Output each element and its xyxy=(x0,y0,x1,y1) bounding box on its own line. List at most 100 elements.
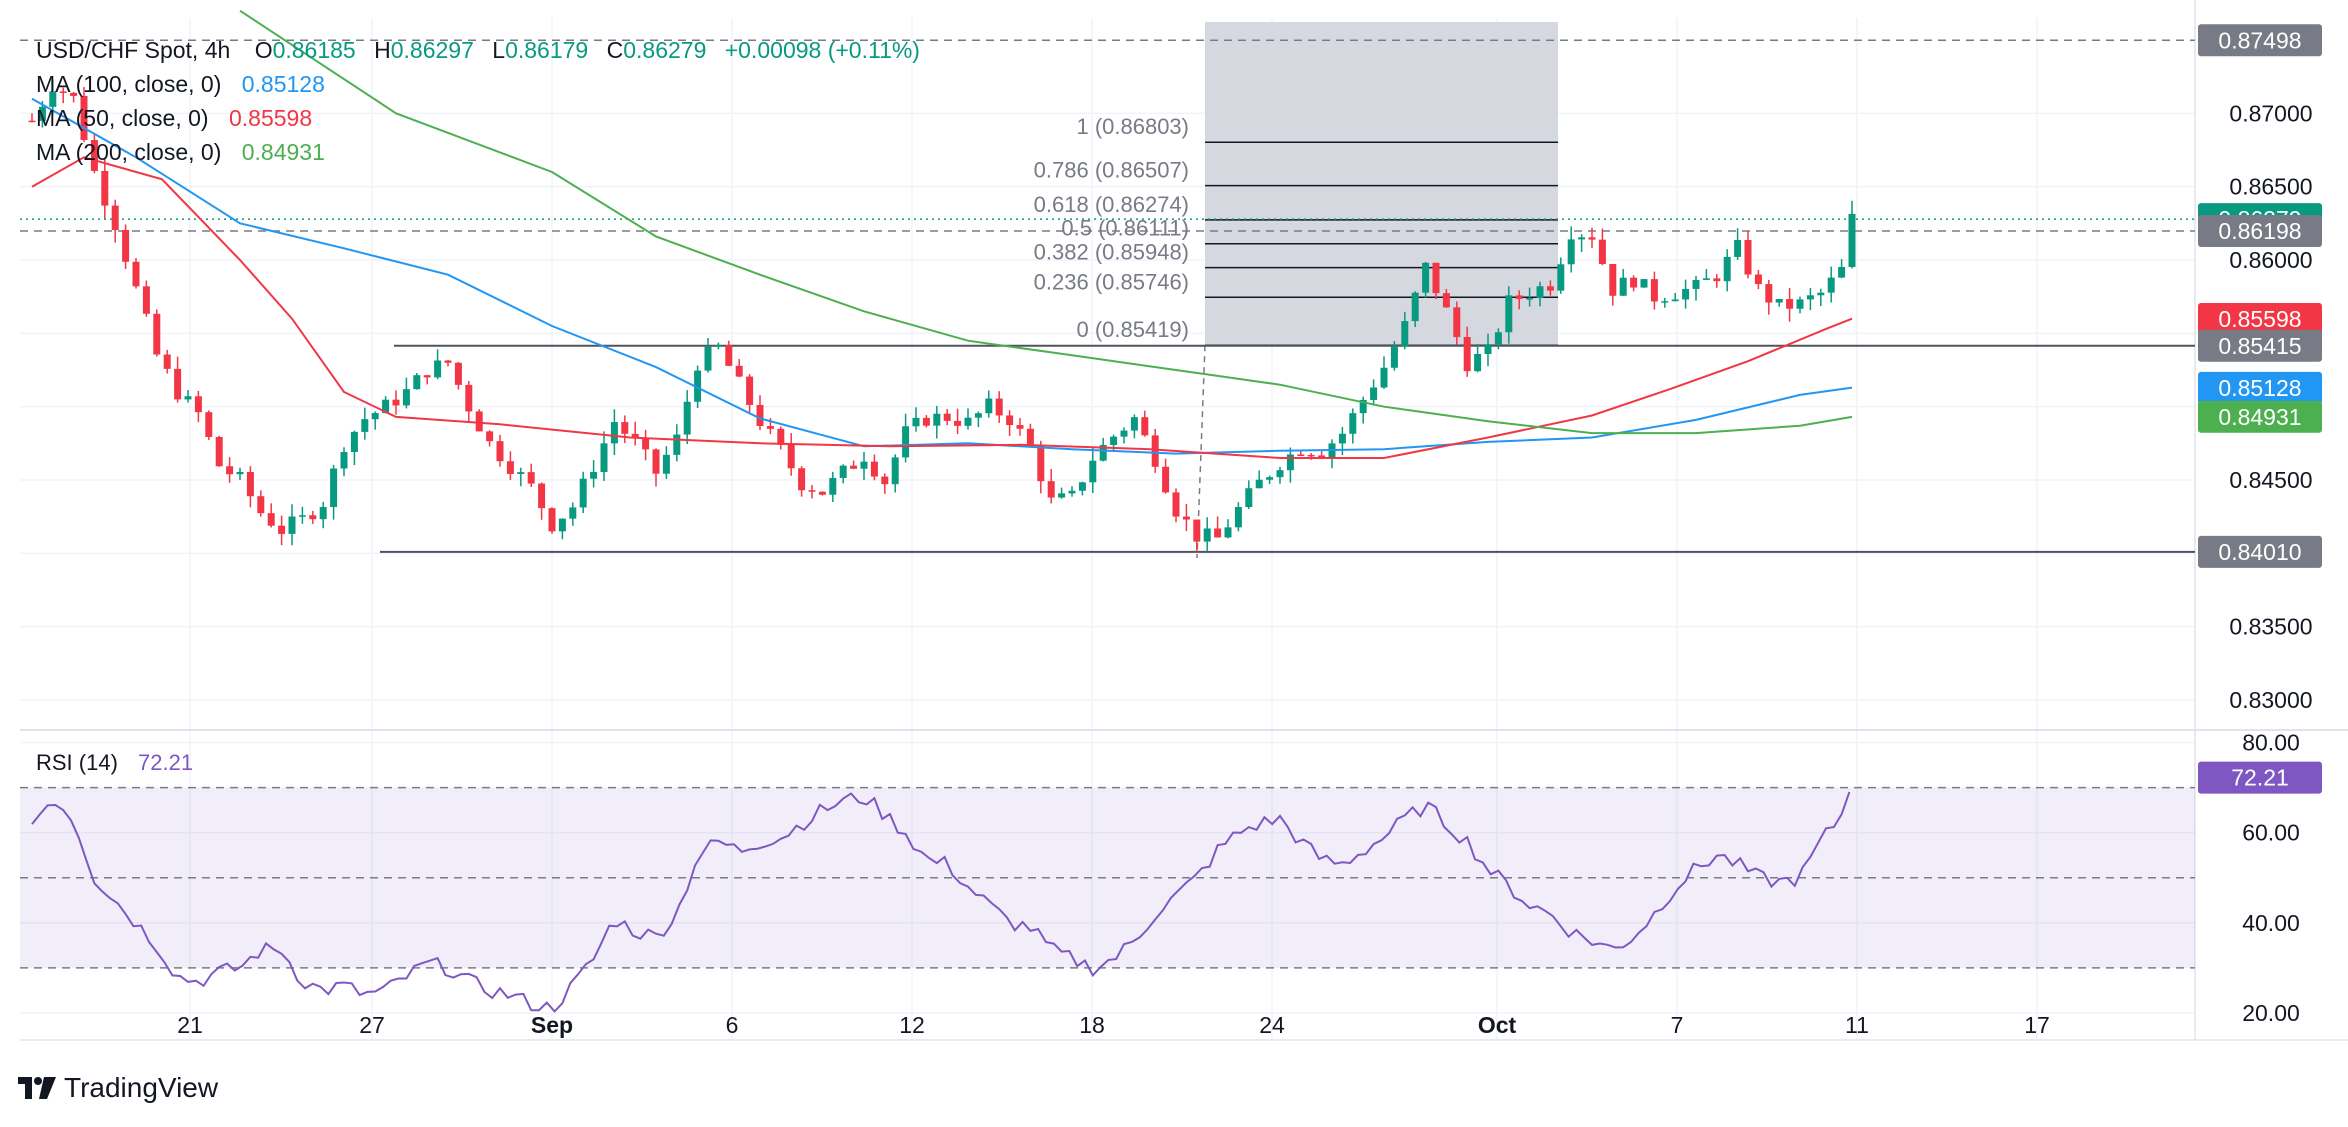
candle-body xyxy=(1276,470,1284,478)
candle-body xyxy=(1359,399,1367,414)
time-axis-tick: Sep xyxy=(531,1012,573,1038)
candle-body xyxy=(922,417,930,426)
price-axis-tick: 0.86000 xyxy=(2229,247,2312,273)
candle-body xyxy=(278,525,286,534)
candle-body xyxy=(80,95,88,140)
candle-body xyxy=(1349,413,1357,434)
ma100-legend: MA (100, close, 0) 0.85128 xyxy=(36,73,325,96)
candle-body xyxy=(621,422,629,434)
candle-body xyxy=(1661,301,1669,303)
price-tag xyxy=(2198,535,2322,568)
rsi-value: 72.21 xyxy=(138,750,194,775)
candle-body xyxy=(1734,240,1742,257)
candle-body xyxy=(298,515,306,517)
candle-body xyxy=(1141,417,1149,436)
price-axis-tick: 0.84500 xyxy=(2229,467,2312,493)
candle-body xyxy=(746,376,754,405)
candle-body xyxy=(579,478,587,508)
candle-body xyxy=(496,441,504,462)
candle-body xyxy=(1318,455,1326,458)
fib-level-label: 0.786 (0.86507) xyxy=(1034,158,1189,183)
candle-body xyxy=(694,370,702,402)
candle-body xyxy=(1671,299,1679,302)
candle-body xyxy=(954,420,962,426)
candle-body xyxy=(1453,307,1461,338)
rsi-value-tag xyxy=(2198,761,2322,794)
candle-body xyxy=(1026,428,1034,446)
low-value: 0.86179 xyxy=(505,37,589,63)
candle-body xyxy=(610,422,618,444)
candle-body xyxy=(1775,299,1783,303)
candle-body xyxy=(1630,277,1638,288)
price-tag xyxy=(2198,302,2322,335)
candle-body xyxy=(1702,278,1710,280)
candle-body xyxy=(1151,435,1159,467)
candle-body xyxy=(1338,433,1346,444)
price-tag xyxy=(2198,214,2322,247)
price-axis-tick: 0.83000 xyxy=(2229,687,2312,713)
candle-body xyxy=(1484,344,1492,354)
candle-body xyxy=(1099,444,1107,461)
candle-body xyxy=(413,375,421,390)
candle-body xyxy=(1682,288,1690,300)
candle-body xyxy=(132,261,140,287)
symbol-title: USD/CHF Spot, 4h xyxy=(36,37,231,63)
candle-body xyxy=(1546,286,1554,291)
candle-body xyxy=(1234,507,1242,528)
candle-body xyxy=(1307,454,1315,457)
rsi-axis-tick: 20.00 xyxy=(2242,1000,2300,1026)
close-label: C xyxy=(606,37,624,63)
open-value: 0.86185 xyxy=(272,37,356,63)
price-tag-label: 0.84931 xyxy=(2218,404,2301,430)
ma100-value: 0.85128 xyxy=(241,71,325,97)
fib-level-label: 0.618 (0.86274) xyxy=(1034,192,1189,217)
candle-body xyxy=(964,417,972,426)
candle-body xyxy=(1827,277,1835,293)
price-tag-label: 0.86198 xyxy=(2218,218,2301,244)
candle-body xyxy=(1224,527,1232,538)
candle-body xyxy=(569,507,577,519)
candle-body xyxy=(704,346,712,371)
candle-body xyxy=(1006,415,1014,426)
candle-body xyxy=(1203,528,1211,542)
candle-body xyxy=(652,449,660,474)
candle-body xyxy=(444,360,452,363)
candle-body xyxy=(392,399,400,406)
candle-body xyxy=(1557,264,1565,291)
candle-body xyxy=(1110,436,1118,445)
symbol-legend: USD/CHF Spot, 4h O0.86185 H0.86297 L0.86… xyxy=(36,39,920,62)
rsi-axis-tick: 80.00 xyxy=(2242,730,2300,756)
candle-body xyxy=(1016,425,1024,429)
candle-body xyxy=(1297,454,1305,456)
candle-body xyxy=(1037,445,1045,482)
fib-level-label: 0 (0.85419) xyxy=(1076,317,1189,342)
tradingview-logo[interactable]: TradingView xyxy=(18,1072,218,1104)
candle-body xyxy=(1401,321,1409,347)
candle-body xyxy=(912,417,920,427)
candle-body xyxy=(1411,292,1419,322)
price-tag-label: 0.84010 xyxy=(2218,539,2301,565)
candle-body xyxy=(246,471,254,497)
high-value: 0.86297 xyxy=(390,37,474,63)
candle-body xyxy=(538,483,546,509)
rsi-axis-tick: 60.00 xyxy=(2242,820,2300,846)
candle-body xyxy=(735,365,743,377)
candle-body xyxy=(787,444,795,469)
ma100-label: MA (100, close, 0) xyxy=(36,71,222,97)
candle-body xyxy=(1692,279,1700,289)
time-axis-tick: 24 xyxy=(1259,1012,1285,1038)
candle-body xyxy=(1796,299,1804,309)
candle-body xyxy=(340,452,348,469)
candle-body xyxy=(517,472,525,474)
candle-body xyxy=(361,419,369,432)
price-tag-label: 0.87498 xyxy=(2218,27,2301,53)
candle-body xyxy=(850,465,858,469)
candle-body xyxy=(974,413,982,418)
candle-body xyxy=(371,413,379,420)
candle-body xyxy=(1494,332,1502,345)
candle-body xyxy=(943,413,951,421)
time-axis-tick: Oct xyxy=(1478,1012,1517,1038)
candle-body xyxy=(1723,256,1731,282)
rsi-legend: RSI (14) 72.21 xyxy=(36,752,193,774)
candle-body xyxy=(683,401,691,435)
